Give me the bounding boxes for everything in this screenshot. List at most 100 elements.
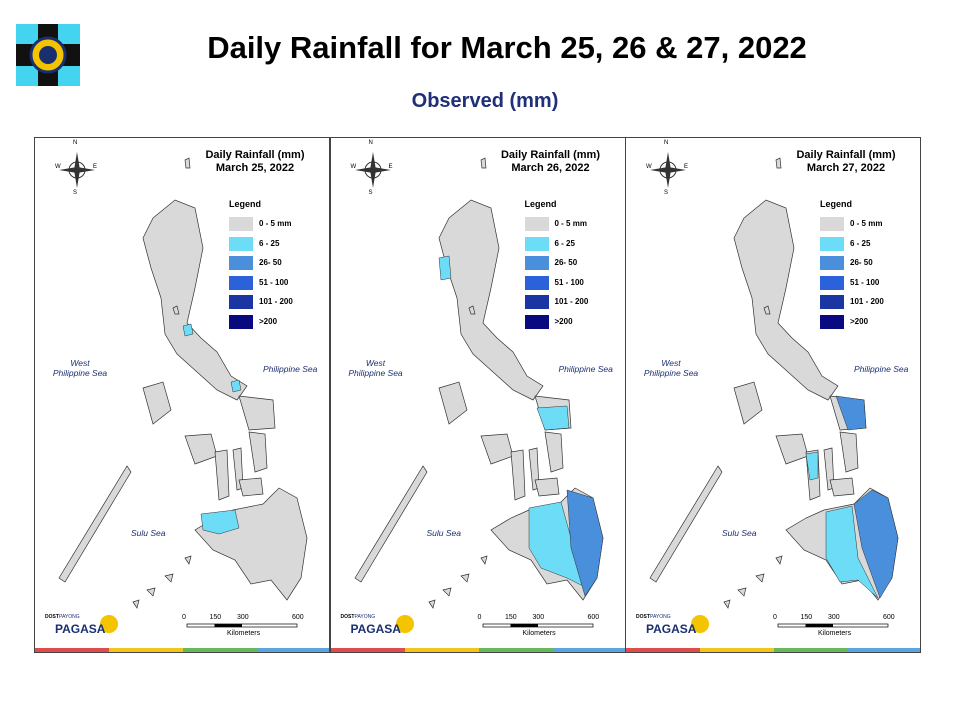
map-date: March 27, 2022 — [806, 162, 886, 174]
scale-label: 600 — [587, 614, 600, 621]
logo-text: DOST — [636, 614, 650, 620]
logo-text: PAYONG — [59, 614, 80, 620]
footer-strip — [552, 648, 625, 652]
land — [427, 599, 435, 609]
compass — [650, 152, 686, 188]
legend-swatch — [229, 236, 253, 251]
legend-label: 26- 50 — [554, 258, 578, 267]
land — [480, 433, 513, 465]
land — [238, 395, 276, 431]
land — [438, 381, 467, 425]
logo-text: PAYONG — [354, 614, 376, 620]
scale-label: 300 — [532, 614, 545, 621]
legend-title: Legend — [820, 199, 853, 209]
land — [480, 157, 486, 169]
sea-label: Sulu Sea — [131, 528, 166, 538]
map-panel: N S W E Daily Rainfall (mm) March 26, 2022 Leg… — [329, 137, 626, 653]
logo-text: PAGASA — [350, 622, 401, 636]
map-date: March 26, 2022 — [511, 162, 590, 174]
land — [164, 573, 174, 583]
legend-label: 6 - 25 — [259, 238, 280, 248]
land — [58, 465, 132, 583]
compass-label: W — [350, 164, 357, 170]
legend-label: 26- 50 — [259, 258, 282, 267]
footer-strip — [330, 648, 405, 652]
map-title: Daily Rainfall (mm) — [500, 149, 601, 161]
scale-label: 0 — [477, 614, 482, 621]
sea-label: Philippine Sea — [52, 368, 108, 378]
scale-label: 300 — [237, 614, 249, 621]
footer-strip — [774, 648, 848, 652]
compass-label: W — [55, 164, 61, 170]
land — [763, 305, 771, 315]
legend-label: 101 - 200 — [554, 297, 589, 306]
legend-label: 51 - 100 — [850, 277, 880, 287]
scale-unit: Kilometers — [522, 630, 556, 637]
land — [438, 199, 544, 401]
land — [755, 573, 765, 583]
land — [775, 157, 782, 169]
sea-label: West — [365, 358, 386, 368]
scale-bar-fill — [805, 624, 833, 627]
land — [184, 157, 191, 169]
footer-strip — [257, 648, 329, 652]
land — [775, 555, 783, 565]
legend-title: Legend — [524, 199, 557, 209]
sea-label: Philippine Sea — [643, 368, 699, 378]
compass-label: S — [368, 190, 373, 196]
sea-label: Philippine Sea — [854, 364, 909, 374]
land — [354, 465, 427, 583]
compass-label: W — [646, 164, 652, 170]
map — [626, 152, 920, 652]
legend-swatch — [524, 256, 549, 270]
sea-label: West — [661, 358, 681, 368]
map-date: March 25, 2022 — [215, 162, 295, 174]
land — [459, 573, 469, 583]
legend-swatch — [820, 314, 844, 329]
land — [839, 431, 859, 473]
footer-strip — [700, 648, 774, 652]
legend-label: 6 - 25 — [554, 238, 575, 248]
logo-text: PAYONG — [650, 614, 671, 620]
legend-label: >200 — [850, 316, 869, 326]
sea-label: Philippine Sea — [348, 368, 403, 378]
legend-swatch — [820, 275, 844, 290]
sea-label: Philippine Sea — [558, 364, 613, 374]
rainfall-area — [200, 509, 240, 535]
legend-swatch — [524, 314, 549, 329]
rainfall-area — [835, 395, 867, 431]
scale-unit: Kilometers — [227, 630, 261, 637]
sea-label: Sulu Sea — [722, 528, 757, 538]
rainfall-area — [853, 489, 899, 599]
land — [238, 477, 264, 497]
legend-swatch — [524, 236, 549, 251]
legend-label: 0 - 5 mm — [259, 219, 292, 228]
land — [649, 465, 723, 583]
land — [468, 305, 475, 315]
map-title: Daily Rainfall (mm) — [796, 149, 896, 161]
rainfall-area — [182, 323, 194, 337]
land — [194, 487, 308, 601]
legend-title: Legend — [229, 199, 262, 209]
footer-strip — [404, 648, 479, 652]
legend-label: 6 - 25 — [850, 238, 871, 248]
rainfall-area — [825, 505, 879, 599]
rainfall-area — [566, 489, 603, 597]
footer-strip — [35, 648, 109, 652]
scale-label: 0 — [182, 614, 186, 621]
legend-swatch — [229, 217, 253, 231]
sea-label: Philippine Sea — [263, 364, 318, 374]
legend-label: 0 - 5 mm — [850, 219, 883, 228]
rainfall-area — [536, 405, 569, 431]
scale-unit: Kilometers — [818, 630, 852, 637]
scale-bar-fill — [510, 624, 538, 627]
legend-swatch — [229, 295, 253, 309]
logo — [16, 24, 80, 86]
logo-text: DOST — [45, 614, 59, 620]
scale-label: 150 — [209, 614, 222, 621]
land — [510, 449, 525, 501]
land — [534, 477, 559, 497]
map-title: Daily Rainfall (mm) — [205, 149, 305, 161]
land — [829, 477, 855, 497]
